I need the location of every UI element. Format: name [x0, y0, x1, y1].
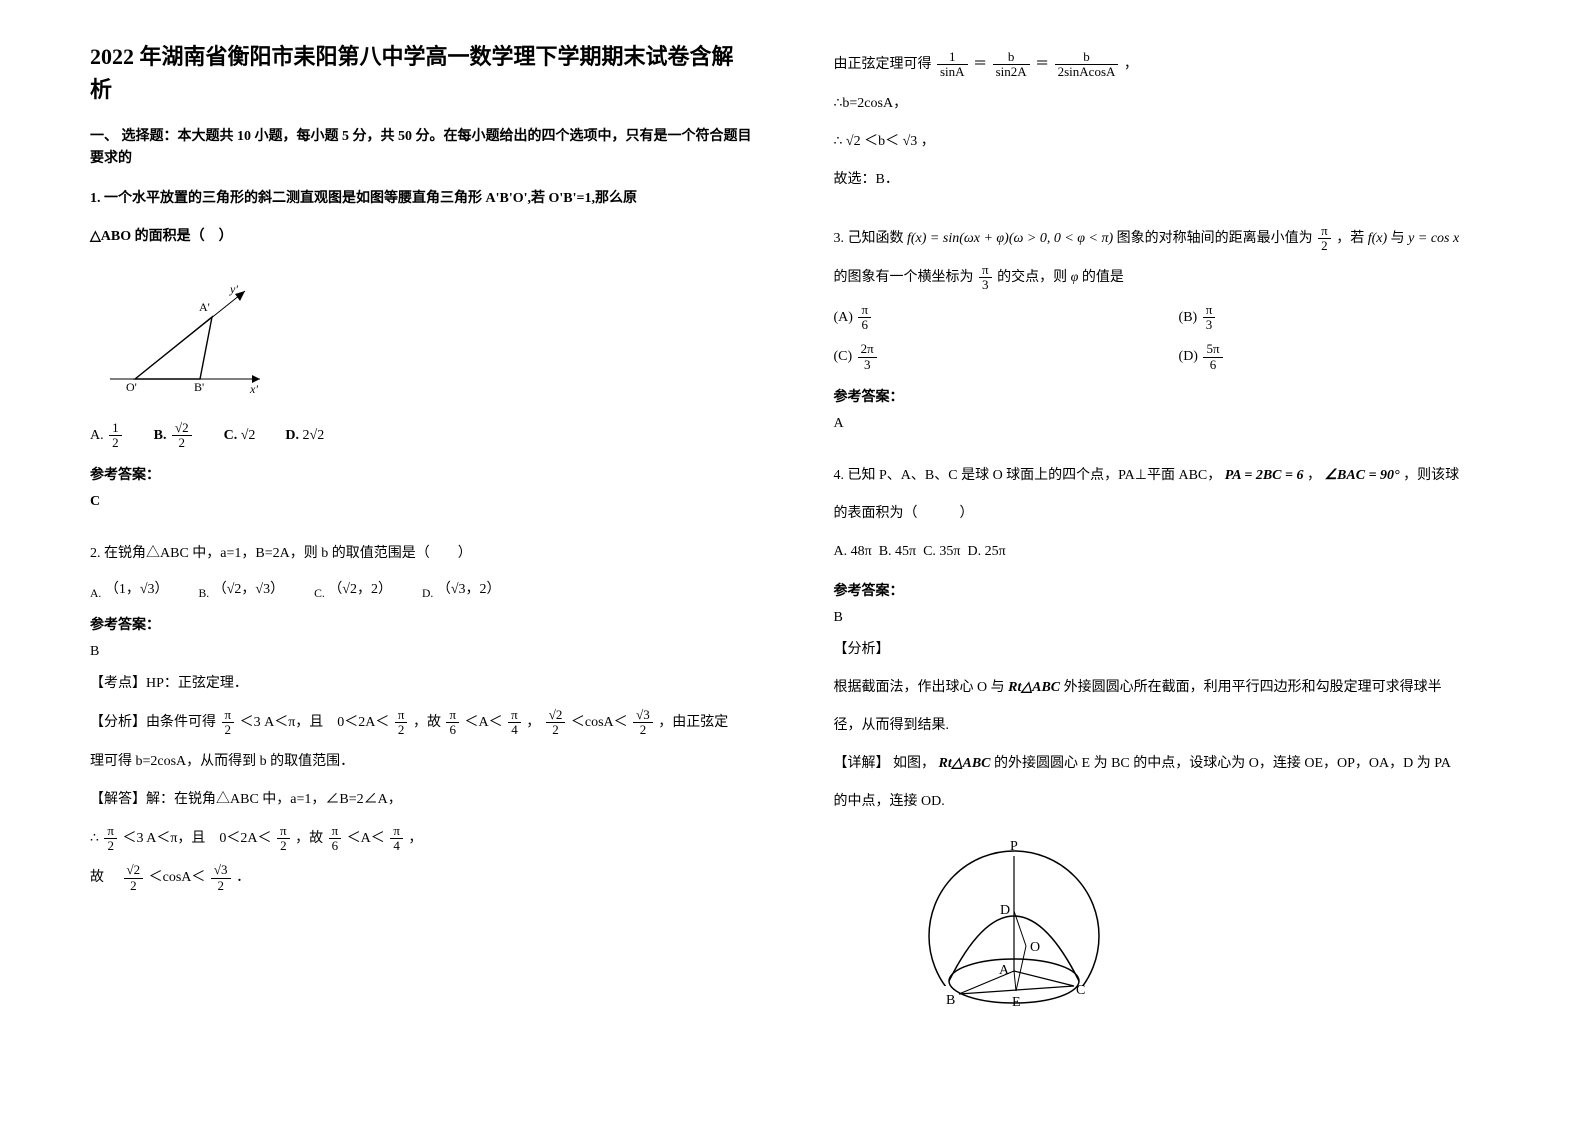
choose-B: 故选：B．: [834, 166, 1498, 194]
q3-ref: 参考答案：: [834, 386, 1498, 406]
q4-an-text: 根据截面法，作出球心 O 与 Rt△ABC 外接圆圆心所在截面，利用平行四边形和…: [834, 674, 1498, 702]
label-y: y': [229, 282, 238, 296]
q2-options: A. （1，√3） B. （√2，√3） C. （√2，2） D. （√3，2）: [90, 578, 754, 600]
page: 2022 年湖南省衡阳市耒阳第八中学高一数学理下学期期末试卷含解析 一、 选择题…: [0, 0, 1587, 1066]
label-D: D: [1000, 903, 1010, 918]
q1-optA: A. 12: [90, 421, 124, 451]
section-heading: 一、 选择题：本大题共 10 小题，每小题 5 分，共 50 分。在每小题给出的…: [90, 126, 754, 171]
q2-sol-3: 故 √22 ＜cosA＜ √32 ．: [90, 863, 754, 893]
q1-optC: C. √2: [224, 428, 256, 444]
q2-ref: 参考答案：: [90, 614, 754, 634]
q3-num: 3.: [834, 231, 845, 246]
q2-optB: B. （√2，√3）: [199, 578, 285, 600]
q2-num: 2.: [90, 546, 101, 561]
q4-ans: B: [834, 610, 1498, 626]
label-P: P: [1010, 839, 1018, 854]
page-title: 2022 年湖南省衡阳市耒阳第八中学高一数学理下学期期末试卷含解析: [90, 40, 754, 106]
q3-optA: (A) π6: [834, 303, 1152, 333]
b-eq: ∴b=2cosA，: [834, 90, 1498, 118]
label-O: O: [1030, 940, 1040, 955]
q1-optD: D. 2√2: [285, 428, 324, 444]
q2-sol-1: 【解答】解：在锐角△ABC 中，a=1，∠B=2∠A，: [90, 786, 754, 814]
q3-optC: (C) 2π3: [834, 342, 1152, 372]
q4-ref: 参考答案：: [834, 580, 1498, 600]
q1-num: 1.: [90, 191, 101, 206]
label-Bv: B: [946, 993, 955, 1008]
sine-rule-line: 由正弦定理可得 1sinA ＝ bsin2A ＝ b2sinAcosA ，: [834, 50, 1498, 80]
q4-diagram: P D O A B E C: [914, 826, 1114, 1026]
q3-line2: 的图象有一个横坐标为 π3 的交点，则 φ 的值是: [834, 263, 1498, 293]
q1: 1. 一个水平放置的三角形的斜二测直观图是如图等腰直角三角形 A'B'O',若 …: [90, 185, 754, 213]
q2-optA: A. （1，√3）: [90, 578, 169, 600]
q4-options: A. 48π B. 45π C. 35π D. 25π: [834, 538, 1498, 566]
q1-ans: C: [90, 494, 754, 510]
q3-ans: A: [834, 416, 1498, 432]
q4-diagram-wrap: P D O A B E C: [914, 826, 1498, 1026]
q2-analysis-2: 理可得 b=2cosA，从而得到 b 的取值范围．: [90, 748, 754, 776]
q1-line2: △ABO 的面积是（ ）: [90, 223, 754, 251]
q2-text: 在锐角△ABC 中，a=1，B=2A，则 b 的取值范围是（ ）: [104, 546, 472, 561]
q2-ans: B: [90, 644, 754, 660]
q2-sol-2: ∴ π2 ＜3 A＜π，且 0＜2A＜ π2 ，故 π6 ＜A＜ π4 ，: [90, 824, 754, 854]
triangle: [135, 317, 212, 379]
q1-diagram: O' B' A' x' y': [90, 261, 270, 411]
q2-optC: C. （√2，2）: [314, 578, 392, 600]
q4-an-label: 【分析】: [834, 636, 1498, 664]
label-A: A: [999, 963, 1010, 978]
q4: 4. 已知 P、A、B、C 是球 O 球面上的四个点，PA⊥平面 ABC， PA…: [834, 462, 1498, 490]
q4-line2: 的表面积为（ ）: [834, 500, 1498, 528]
q4-det-3: 的中点，连接 OD.: [834, 788, 1498, 816]
q3-optB: (B) π3: [1179, 303, 1497, 333]
q2-kp: 【考点】HP：正弦定理．: [90, 670, 754, 698]
q3: 3. 己知函数 f(x) = sin(ωx + φ)(ω > 0, 0 < φ …: [834, 224, 1498, 254]
q2-analysis: 【分析】由条件可得 π2 ＜3 A＜π，且 0＜2A＜ π2 ，故 π6 ＜A＜…: [90, 708, 754, 738]
q1-optB: B. √22: [154, 421, 194, 451]
label-A: A': [199, 300, 210, 314]
label-E: E: [1012, 995, 1021, 1010]
line-AC: [1014, 971, 1074, 986]
label-x: x': [249, 382, 258, 396]
left-column: 2022 年湖南省衡阳市耒阳第八中学高一数学理下学期期末试卷含解析 一、 选择题…: [90, 40, 754, 1026]
q1-options: A. 12 B. √22 C. √2 D. 2√2: [90, 421, 754, 451]
q2-optD: D. （√3，2）: [422, 578, 501, 600]
q3-opts-row2: (C) 2π3 (D) 5π6: [834, 342, 1498, 372]
q4-an-text3: 径，从而得到结果.: [834, 712, 1498, 740]
right-column: 由正弦定理可得 1sinA ＝ bsin2A ＝ b2sinAcosA ， ∴b…: [834, 40, 1498, 1026]
q3-optD: (D) 5π6: [1179, 342, 1497, 372]
line-OE: [1016, 946, 1026, 991]
q1-text-1: 一个水平放置的三角形的斜二测直观图是如图等腰直角三角形 A'B'O',若 O'B…: [104, 191, 637, 206]
label-O: O': [126, 380, 137, 394]
q4-det: 【详解】 如图， Rt△ABC 的外接圆圆心 E 为 BC 的中点，设球心为 O…: [834, 750, 1498, 778]
q1-ref: 参考答案：: [90, 464, 754, 484]
label-Cv: C: [1076, 983, 1085, 998]
b-range: ∴ √2 ＜b＜ √3 ，: [834, 128, 1498, 156]
q4-num: 4.: [834, 468, 845, 483]
q3-opts-row1: (A) π6 (B) π3: [834, 303, 1498, 333]
q2: 2. 在锐角△ABC 中，a=1，B=2A，则 b 的取值范围是（ ）: [90, 540, 754, 568]
label-B: B': [194, 380, 204, 394]
line-AE: [1014, 971, 1016, 991]
